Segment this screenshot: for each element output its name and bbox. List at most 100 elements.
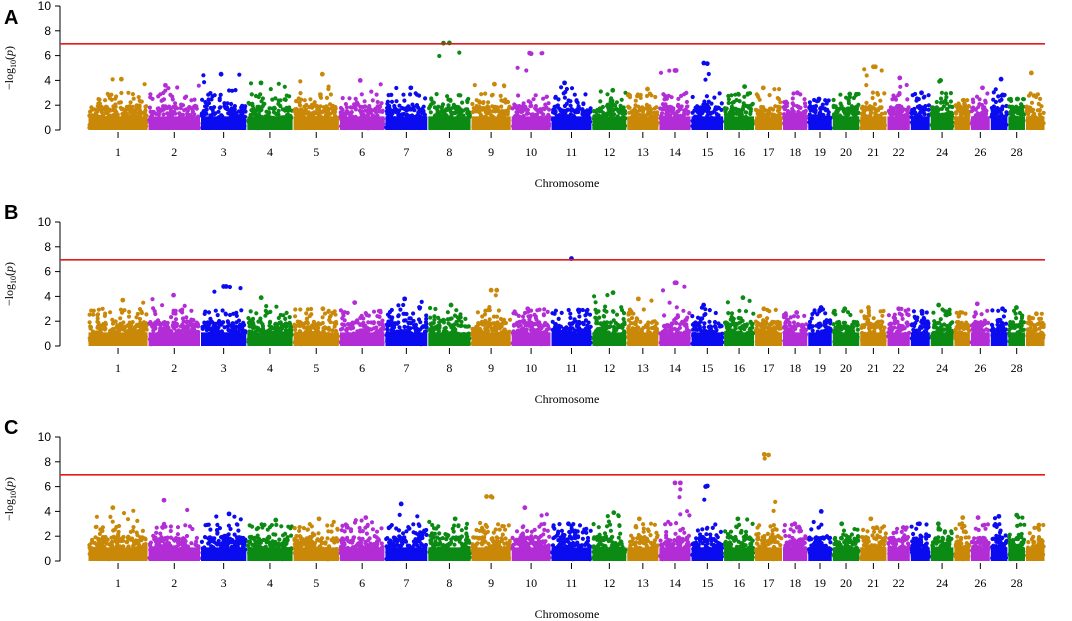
snp-cloud — [690, 306, 724, 347]
x-tick-label: 20 — [840, 576, 852, 590]
chromosome-18-points — [782, 90, 809, 130]
x-tick-label: 21 — [867, 576, 879, 590]
chromosome-24-points — [930, 303, 955, 346]
peak-point — [762, 452, 767, 457]
y-tick-label: 4 — [44, 504, 51, 518]
peak-point — [819, 305, 824, 310]
peak-point — [259, 295, 264, 300]
x-tick-label: 28 — [1011, 576, 1023, 590]
snp-cloud — [723, 91, 755, 130]
peak-point — [868, 516, 873, 521]
chromosome-16-points — [723, 295, 756, 346]
x-tick-label: 7 — [403, 361, 409, 375]
peak-point — [402, 296, 407, 301]
x-tick-label: 15 — [701, 576, 713, 590]
x-tick-label: 3 — [221, 576, 227, 590]
snp-cloud — [909, 92, 931, 129]
x-tick-label: 10 — [525, 145, 537, 159]
chromosome-12-points — [592, 88, 628, 130]
chromosome-15-points — [690, 61, 724, 130]
x-axis-title: Chromosome — [535, 176, 600, 190]
peak-point — [917, 521, 922, 526]
x-axis-title: Chromosome — [535, 607, 600, 621]
y-tick-label: 6 — [44, 480, 51, 494]
peak-point — [408, 85, 413, 90]
snp-cloud — [807, 98, 833, 130]
x-tick-label: 19 — [814, 361, 826, 375]
chromosome-4-points — [246, 80, 294, 130]
peak-point — [936, 521, 941, 526]
panel-C: C0246810−log10(p)1 2 3 4 5 6 7 8 9 10 11 12 13 14 15 16… — [2, 417, 1046, 621]
chromosome-10-points — [511, 505, 552, 561]
peak-point — [611, 510, 616, 515]
chromosome-22-points — [887, 76, 911, 130]
x-tick-label: 24 — [936, 576, 948, 590]
top-hit-point — [489, 288, 494, 293]
x-tick-label: 6 — [359, 576, 365, 590]
chromosome-8-points — [427, 41, 472, 130]
snp-cloud — [953, 98, 971, 128]
chromosome-5-points — [292, 306, 340, 346]
top-hit-point — [673, 68, 678, 73]
x-tick-label: 8 — [446, 145, 452, 159]
snp-cloud — [147, 297, 200, 346]
chromosome-5-points — [292, 516, 339, 561]
peak-point — [320, 306, 325, 311]
panel-B: B0246810−log10(p)1 2 3 4 5 6 7 8 9 10 11 12 13 14 15 16… — [2, 202, 1046, 406]
peak-point — [866, 305, 871, 310]
x-tick-label: 1 — [115, 576, 121, 590]
peak-point — [792, 521, 797, 526]
y-tick-label: 2 — [44, 98, 51, 112]
peak-point — [522, 505, 527, 510]
snp-cloud — [550, 308, 592, 346]
chromosome-14-points — [658, 480, 691, 561]
peak-point — [842, 306, 847, 311]
peak-point — [839, 521, 844, 526]
x-tick-label: 3 — [221, 361, 227, 375]
chromosome-28-points — [1007, 97, 1026, 130]
snp-cloud — [953, 521, 971, 561]
x-tick-label: 6 — [359, 145, 365, 159]
x-tick-label: 19 — [814, 145, 826, 159]
snp-cloud — [339, 308, 386, 345]
peak-point — [611, 290, 616, 295]
y-tick-label: 10 — [38, 430, 52, 444]
snp-cloud — [658, 487, 691, 561]
snp-cloud — [339, 82, 386, 130]
chromosome-10-points — [511, 306, 551, 346]
chromosome-21-points — [859, 516, 888, 561]
chromosome-19-points — [807, 305, 833, 346]
snp-cloud — [470, 83, 511, 130]
y-tick-label: 6 — [44, 265, 51, 279]
x-tick-label: 15 — [701, 361, 713, 375]
chromosome-2-points — [147, 293, 200, 346]
chromosome-9-points — [470, 82, 511, 130]
y-tick-label: 10 — [38, 0, 52, 13]
x-tick-label: 28 — [1011, 145, 1023, 159]
chromosome-23-points — [910, 521, 932, 561]
peak-point — [999, 77, 1004, 82]
x-tick-label: 14 — [669, 361, 681, 375]
chromosome-21-points — [859, 305, 887, 346]
snp-cloud — [470, 495, 511, 561]
chromosome-24-points — [929, 78, 954, 130]
x-tick-label: 7 — [403, 576, 409, 590]
x-tick-label: 17 — [763, 576, 775, 590]
chromosome-11-points — [550, 308, 592, 346]
chromosome-2-points — [147, 498, 201, 561]
points — [88, 280, 1046, 346]
x-tick-label: 16 — [733, 361, 745, 375]
x-tick-label: 4 — [267, 361, 273, 375]
chromosome-2-points — [147, 83, 201, 130]
snp-cloud — [754, 87, 784, 130]
chromosome-8-points — [427, 516, 472, 561]
chromosome-16-points — [723, 516, 755, 561]
chromosome-23-points — [910, 309, 931, 346]
top-hit-point — [529, 51, 534, 56]
x-tick-label: 1 — [115, 361, 121, 375]
y-tick-label: 0 — [44, 554, 51, 568]
x-tick-label: 22 — [893, 361, 905, 375]
peak-point — [938, 78, 943, 83]
peak-point — [119, 77, 124, 82]
snp-cloud — [427, 50, 472, 130]
